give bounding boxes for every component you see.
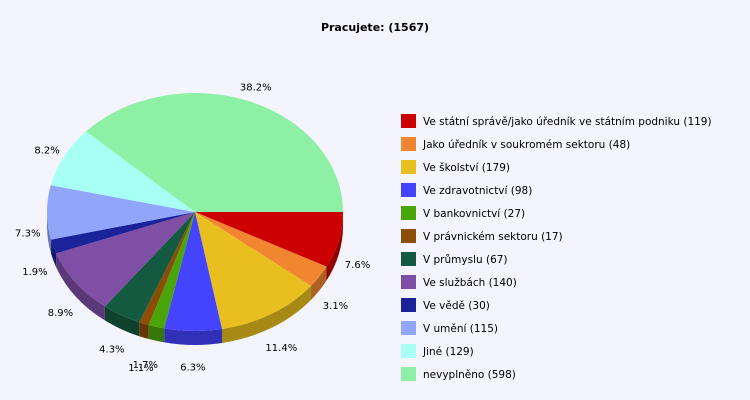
pie-slice-8 [56,212,196,307]
pie-percent-label: 7.6% [345,260,370,271]
pie-slice-side-8 [56,253,105,321]
legend-swatch [401,321,416,335]
legend-item: V bankovnictví (27) [401,206,525,220]
pie-percent-label: 8.9% [48,308,73,319]
legend-label: V umění (115) [423,323,498,335]
legend-label: Jako úředník v soukromém sektoru (48) [422,139,630,151]
legend-item: V průmyslu (67) [401,252,508,266]
legend-swatch [401,114,416,128]
legend-item: Ve vědě (30) [401,298,490,312]
pie-slice-side-7 [104,306,140,337]
legend-item: Jako úředník v soukromém sektoru (48) [401,137,630,151]
pie-percent-label: 3.1% [323,301,348,312]
pie-slice-side-10 [47,212,52,254]
pie-percent-label: 11.4% [265,343,297,354]
legend-swatch [401,160,416,174]
pie-slice-9 [51,212,196,254]
pie-slice-side-4 [164,328,222,346]
chart-title: Pracujete: (1567) [321,21,429,34]
pie-slice-11 [50,131,196,212]
pie-slice-12 [86,92,343,212]
legend-label: Ve školství (179) [423,162,510,174]
legend-item: Ve školství (179) [401,160,510,174]
legend-label: V právnickém sektoru (17) [423,231,563,243]
pie-slice-2 [195,212,327,286]
legend-label: Ve službách (140) [423,277,517,289]
legend-item: Ve státní správě/jako úředník ve státním… [401,114,712,128]
legend-item: Ve zdravotnictví (98) [401,183,532,197]
pie-slice-5 [148,212,195,329]
pie-percent-label: 8.2% [34,145,59,156]
legend-label: V bankovnictví (27) [423,208,525,220]
pie-slice-side-2 [311,266,327,300]
legend-item: V právnickém sektoru (17) [401,229,563,243]
legend-label: Jiné (129) [422,346,474,358]
pie-percent-label: 6.3% [180,362,205,373]
pie-slice-side-1 [326,212,343,281]
legend-swatch [401,252,416,266]
legend-item: nevyplněno (598) [401,367,516,381]
legend-swatch [401,275,416,289]
legend-swatch [401,183,416,197]
pie-slice-7 [104,212,195,323]
pie-depth [47,212,343,346]
legend: Ve státní správě/jako úředník ve státním… [401,114,712,381]
legend-swatch [401,298,416,312]
legend-label: Ve vědě (30) [423,300,490,312]
pie-slice-1 [195,212,343,267]
legend-label: V průmyslu (67) [423,254,508,266]
legend-swatch [401,206,416,220]
pie-slice-6 [139,212,195,326]
legend-swatch [401,229,416,243]
pie-percent-label: 7.3% [15,229,40,240]
pie-slice-side-9 [51,239,57,268]
pie-percent-label: 1.9% [22,267,47,278]
legend-item: Jiné (129) [401,344,474,358]
pie-slice-10 [47,185,195,240]
pie-percent-label: 1.1% [128,363,153,374]
legend-label: nevyplněno (598) [423,369,516,381]
pie-slice-side-5 [148,325,165,343]
legend-swatch [401,344,416,358]
pie-slice-side-6 [139,322,149,340]
pie-slices [47,92,343,332]
legend-swatch [401,367,416,381]
pie-percent-label: 1.7% [133,360,158,371]
pie-percent-label: 38.2% [240,83,272,94]
legend-swatch [401,137,416,151]
legend-label: Ve státní správě/jako úředník ve státním… [423,116,712,128]
legend-item: V umění (115) [401,321,498,335]
pie-slice-4 [164,212,222,332]
legend-label: Ve zdravotnictví (98) [423,185,532,197]
pie-percent-label: 4.3% [99,345,124,356]
pie-percent-labels: 7.6% 3.1% 11.4% 6.3% 1.7%1.1% 4.3% 8.9% 1.9% 7.3… [15,83,370,374]
pie-slice-side-3 [221,285,312,344]
legend-item: Ve službách (140) [401,275,517,289]
pie-slice-3 [195,212,312,330]
